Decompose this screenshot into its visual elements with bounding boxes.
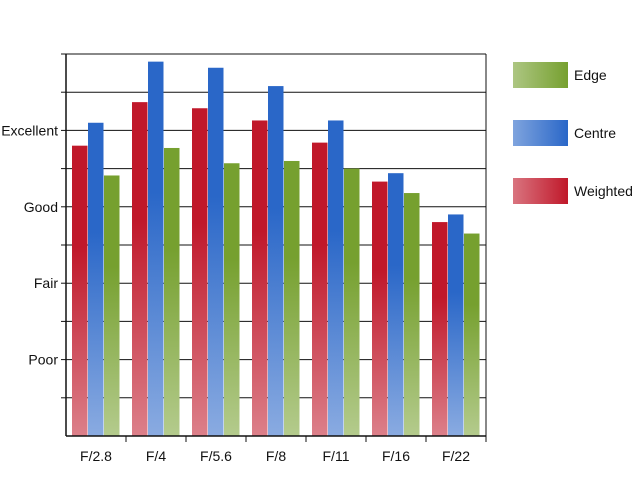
x-tick-labels: F/2.8 F/4 F/5.6 F/8 F/11 F/16 F/22 <box>80 448 470 464</box>
x-tick-label: F/22 <box>442 448 470 464</box>
axes <box>61 53 487 442</box>
bar-centre-f8 <box>268 86 284 436</box>
bar-weighted-f28 <box>72 145 88 436</box>
legend-item-centre: Centre <box>513 120 616 146</box>
bar-centre-f28 <box>88 122 104 436</box>
bar-edge-f28 <box>104 175 120 436</box>
bar-weighted-f16 <box>372 181 388 436</box>
legend: Edge Centre Weighted <box>513 62 633 204</box>
x-tick-label: F/16 <box>382 448 410 464</box>
legend-swatch <box>513 178 568 204</box>
x-tick-label: F/8 <box>266 448 286 464</box>
bars <box>72 61 480 437</box>
y-tick-label: Good <box>24 199 58 215</box>
y-tick-label: Excellent <box>1 122 58 138</box>
legend-swatch <box>513 62 568 88</box>
x-tick-label: F/11 <box>323 448 350 464</box>
bar-centre-f4 <box>148 61 164 436</box>
bar-edge-f16 <box>404 193 420 436</box>
legend-item-weighted: Weighted <box>513 178 633 204</box>
legend-label: Weighted <box>574 183 633 199</box>
bar-centre-f16 <box>388 173 404 436</box>
bar-weighted-f56 <box>192 108 208 436</box>
bar-edge-f4 <box>164 147 180 437</box>
y-tick-labels: Poor Fair Good Excellent <box>1 122 58 367</box>
bar-edge-f8 <box>284 160 300 436</box>
x-tick-label: F/4 <box>146 448 166 464</box>
x-tick-label: F/5.6 <box>200 448 232 464</box>
legend-item-edge: Edge <box>513 62 607 88</box>
bar-edge-f11 <box>344 168 360 436</box>
y-tick-label: Fair <box>34 275 58 291</box>
bar-weighted-f4 <box>132 102 148 436</box>
bar-weighted-f11 <box>312 142 328 436</box>
bar-centre-f56 <box>208 67 224 436</box>
bar-edge-f22 <box>464 233 480 436</box>
bar-centre-f11 <box>328 120 344 436</box>
legend-swatch <box>513 120 568 146</box>
bar-weighted-f22 <box>432 222 448 436</box>
bar-edge-f56 <box>224 163 240 436</box>
y-tick-label: Poor <box>28 352 58 368</box>
x-tick-label: F/2.8 <box>80 448 112 464</box>
bar-weighted-f8 <box>252 120 268 436</box>
bar-centre-f22 <box>448 214 464 436</box>
legend-label: Centre <box>574 125 616 141</box>
legend-label: Edge <box>574 67 607 83</box>
